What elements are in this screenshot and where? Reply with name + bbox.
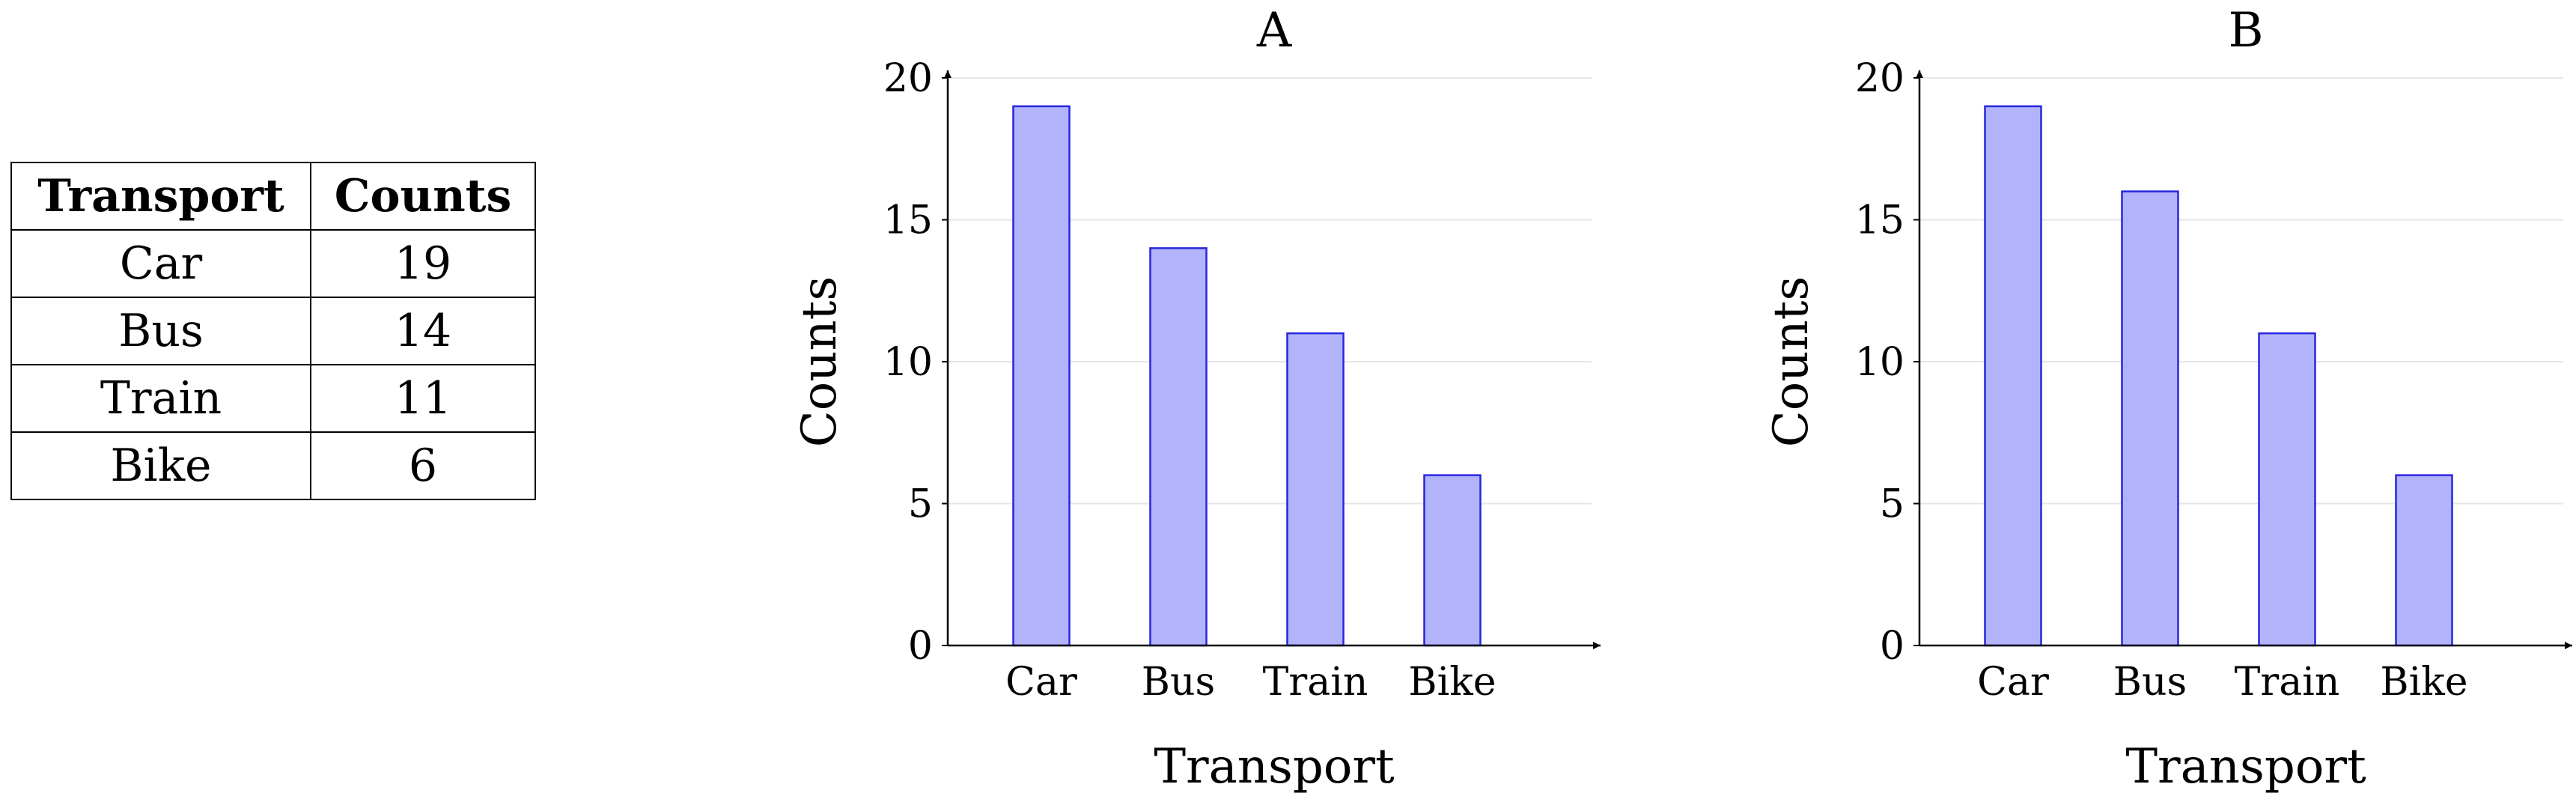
bar-train [2258, 332, 2316, 647]
x-tick-label: Bike [2380, 660, 2467, 705]
y-tick-label: 15 [883, 198, 933, 243]
x-tick-label: Car [1977, 660, 2049, 705]
table-row: Bus 14 [10, 297, 536, 365]
table-header-row: Transport Counts [10, 162, 536, 231]
y-tick-label: 0 [908, 624, 933, 669]
chart-b: 0 5 10 15 20 Car Bus Train Bike B Transport Counts [1764, 3, 2572, 795]
y-tick-label: 10 [883, 340, 933, 385]
y-tick-label: 5 [1880, 482, 1904, 527]
x-tick-label: Train [2235, 660, 2340, 705]
chart-a: 0 5 10 15 20 Car Bus Train Bike A Transport Counts [792, 3, 1601, 795]
y-tick-label: 20 [883, 56, 933, 101]
table-row: Train 11 [10, 364, 536, 433]
header-counts: Counts [310, 162, 536, 231]
y-axis-title: Counts [792, 276, 847, 448]
x-tick-label: Bus [2113, 660, 2187, 705]
y-tick-label: 5 [908, 482, 933, 527]
cell-count: 14 [310, 297, 536, 365]
x-axis-title: Transport [2125, 739, 2366, 795]
x-axis-title: Transport [1154, 739, 1395, 795]
y-axis-title: Counts [1764, 276, 1819, 448]
bar-bike [1423, 474, 1482, 647]
y-tick-label: 20 [1855, 56, 1904, 101]
cell-transport: Train [10, 364, 311, 433]
table-row: Bike 6 [10, 431, 536, 500]
chart-title: B [2228, 3, 2263, 58]
bar-bus [2121, 190, 2179, 647]
x-tick-label: Car [1005, 660, 1077, 705]
header-transport: Transport [10, 162, 311, 231]
y-tick-label: 15 [1855, 198, 1904, 243]
bar-train [1286, 332, 1345, 647]
cell-transport: Car [10, 229, 311, 298]
transport-counts-table: Transport Counts Car 19 Bus 14 Train 11 … [10, 162, 536, 500]
chart-title: A [1256, 3, 1292, 58]
x-tick-label: Train [1263, 660, 1368, 705]
y-tick-label: 10 [1855, 340, 1904, 385]
cell-count: 6 [310, 431, 536, 500]
cell-count: 11 [310, 364, 536, 433]
cell-transport: Bus [10, 297, 311, 365]
x-tick-label: Bus [1142, 660, 1215, 705]
x-tick-label: Bike [1408, 660, 1496, 705]
cell-count: 19 [310, 229, 536, 298]
y-tick-label: 0 [1880, 624, 1904, 669]
table-row: Car 19 [10, 229, 536, 298]
bar-bike [2395, 474, 2453, 647]
bar-bus [1149, 247, 1208, 647]
cell-transport: Bike [10, 431, 311, 500]
bar-car [1012, 105, 1071, 647]
bar-car [1984, 105, 2042, 647]
